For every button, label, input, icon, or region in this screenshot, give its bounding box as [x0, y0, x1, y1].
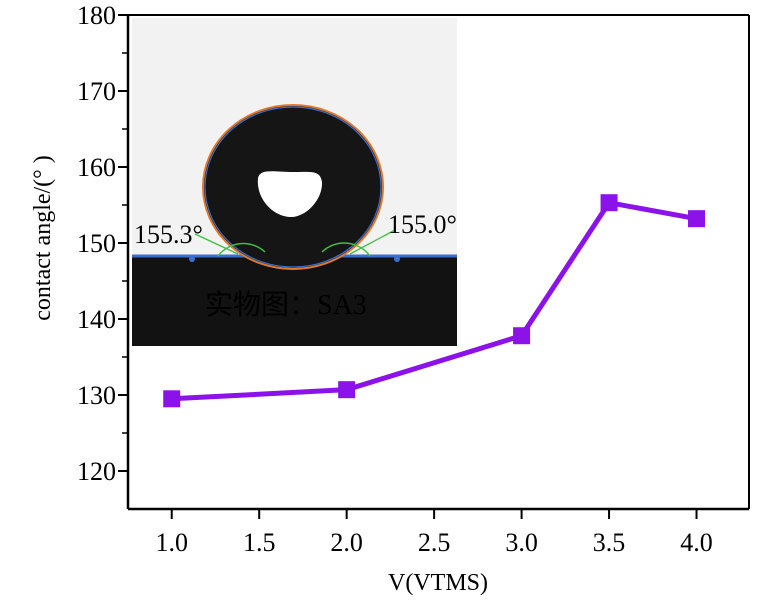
x-tick-label: 4.0 [680, 528, 713, 557]
data-point-marker [163, 390, 181, 408]
y-tick-label: 170 [77, 77, 116, 106]
y-tick-label: 120 [77, 457, 116, 486]
y-tick-label: 140 [77, 305, 116, 334]
right-angle-label: 155.0° [388, 210, 457, 239]
data-point-marker [600, 194, 618, 212]
data-point-marker [688, 210, 706, 228]
inset-caption: 实物图：SA3 [205, 289, 367, 321]
data-point-marker [338, 381, 356, 399]
y-tick-label: 160 [77, 153, 116, 182]
x-tick-label: 3.5 [593, 528, 626, 557]
left-angle-label: 155.3° [134, 220, 203, 249]
x-tick-label: 2.0 [330, 528, 363, 557]
x-tick-label: 2.5 [418, 528, 451, 557]
axes-frame [126, 14, 750, 511]
y-tick-label: 150 [77, 229, 116, 258]
data-point-marker [513, 327, 531, 345]
y-axis-label: contact angle/(° ) [30, 155, 56, 321]
data-series [163, 194, 706, 408]
inset-droplet-photo: 155.3° 155.0° 实物图：SA3 [132, 18, 457, 346]
x-axis-label: V(VTMS) [388, 570, 488, 596]
x-tick-label: 1.0 [155, 528, 188, 557]
axis-ticks: 1.0 1.5 2.0 2.5 3.0 3.5 4.0 120 130 140 150 160 170 1… [77, 1, 713, 557]
x-tick-label: 1.5 [243, 528, 276, 557]
y-tick-label: 180 [77, 1, 116, 30]
y-tick-label: 130 [77, 381, 116, 410]
x-tick-label: 3.0 [505, 528, 538, 557]
